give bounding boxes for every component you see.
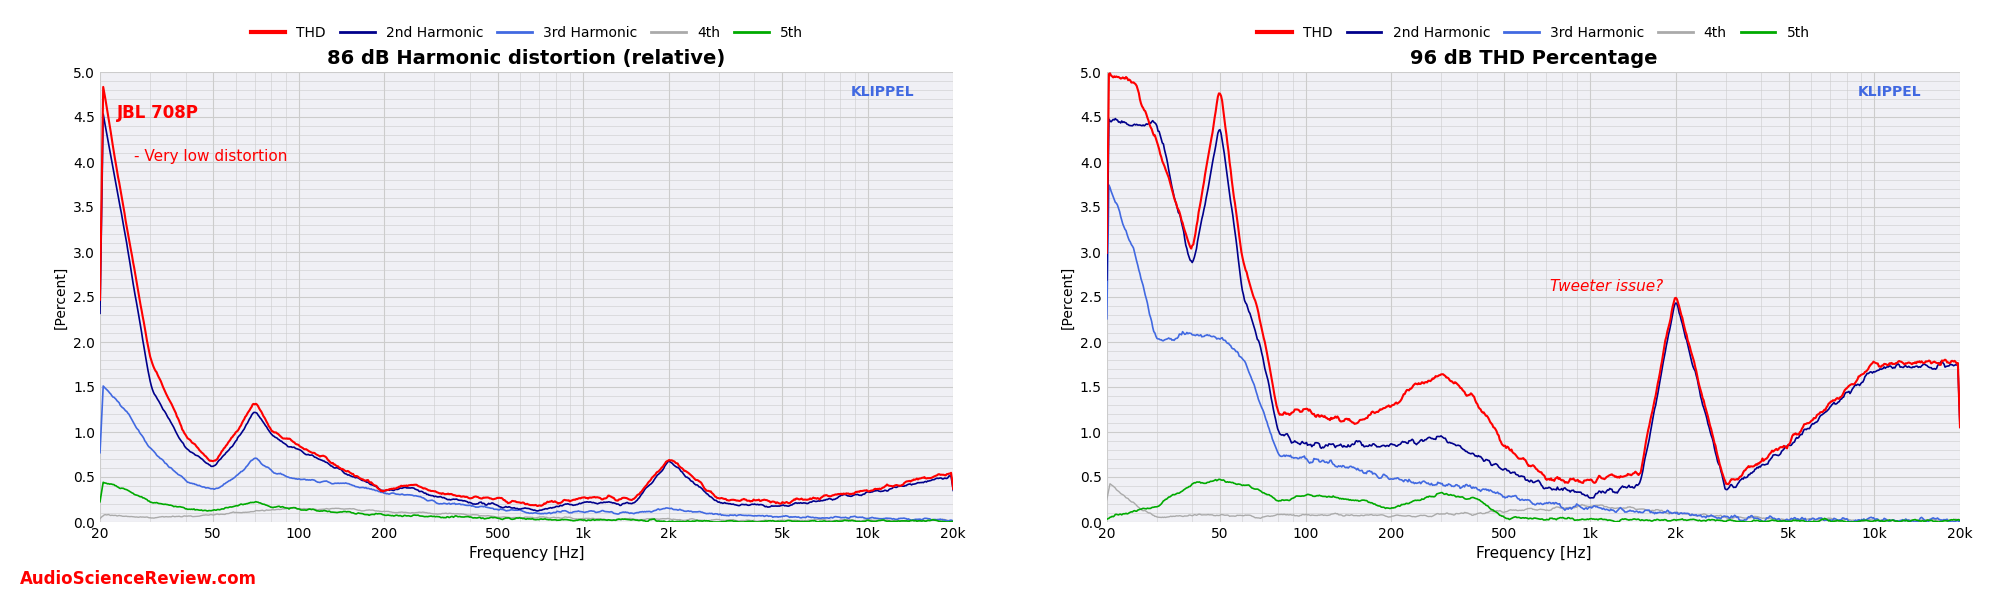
Text: KLIPPEL: KLIPPEL [850,85,914,100]
Legend: THD, 2nd Harmonic, 3rd Harmonic, 4th, 5th: THD, 2nd Harmonic, 3rd Harmonic, 4th, 5t… [246,20,808,46]
X-axis label: Frequency [Hz]: Frequency [Hz] [1476,547,1592,562]
Text: - Very low distortion: - Very low distortion [134,148,288,163]
Text: Tweeter issue?: Tweeter issue? [1550,279,1664,294]
Text: KLIPPEL: KLIPPEL [1858,85,1922,100]
Text: JBL 708P: JBL 708P [118,103,198,121]
X-axis label: Frequency [Hz]: Frequency [Hz] [468,547,584,562]
Title: 96 dB THD Percentage: 96 dB THD Percentage [1410,49,1658,68]
Text: AudioScienceReview.com: AudioScienceReview.com [20,570,256,588]
Y-axis label: [Percent]: [Percent] [54,265,68,329]
Legend: THD, 2nd Harmonic, 3rd Harmonic, 4th, 5th: THD, 2nd Harmonic, 3rd Harmonic, 4th, 5t… [1252,20,1814,46]
Y-axis label: [Percent]: [Percent] [1060,265,1074,329]
Title: 86 dB Harmonic distortion (relative): 86 dB Harmonic distortion (relative) [328,49,726,68]
